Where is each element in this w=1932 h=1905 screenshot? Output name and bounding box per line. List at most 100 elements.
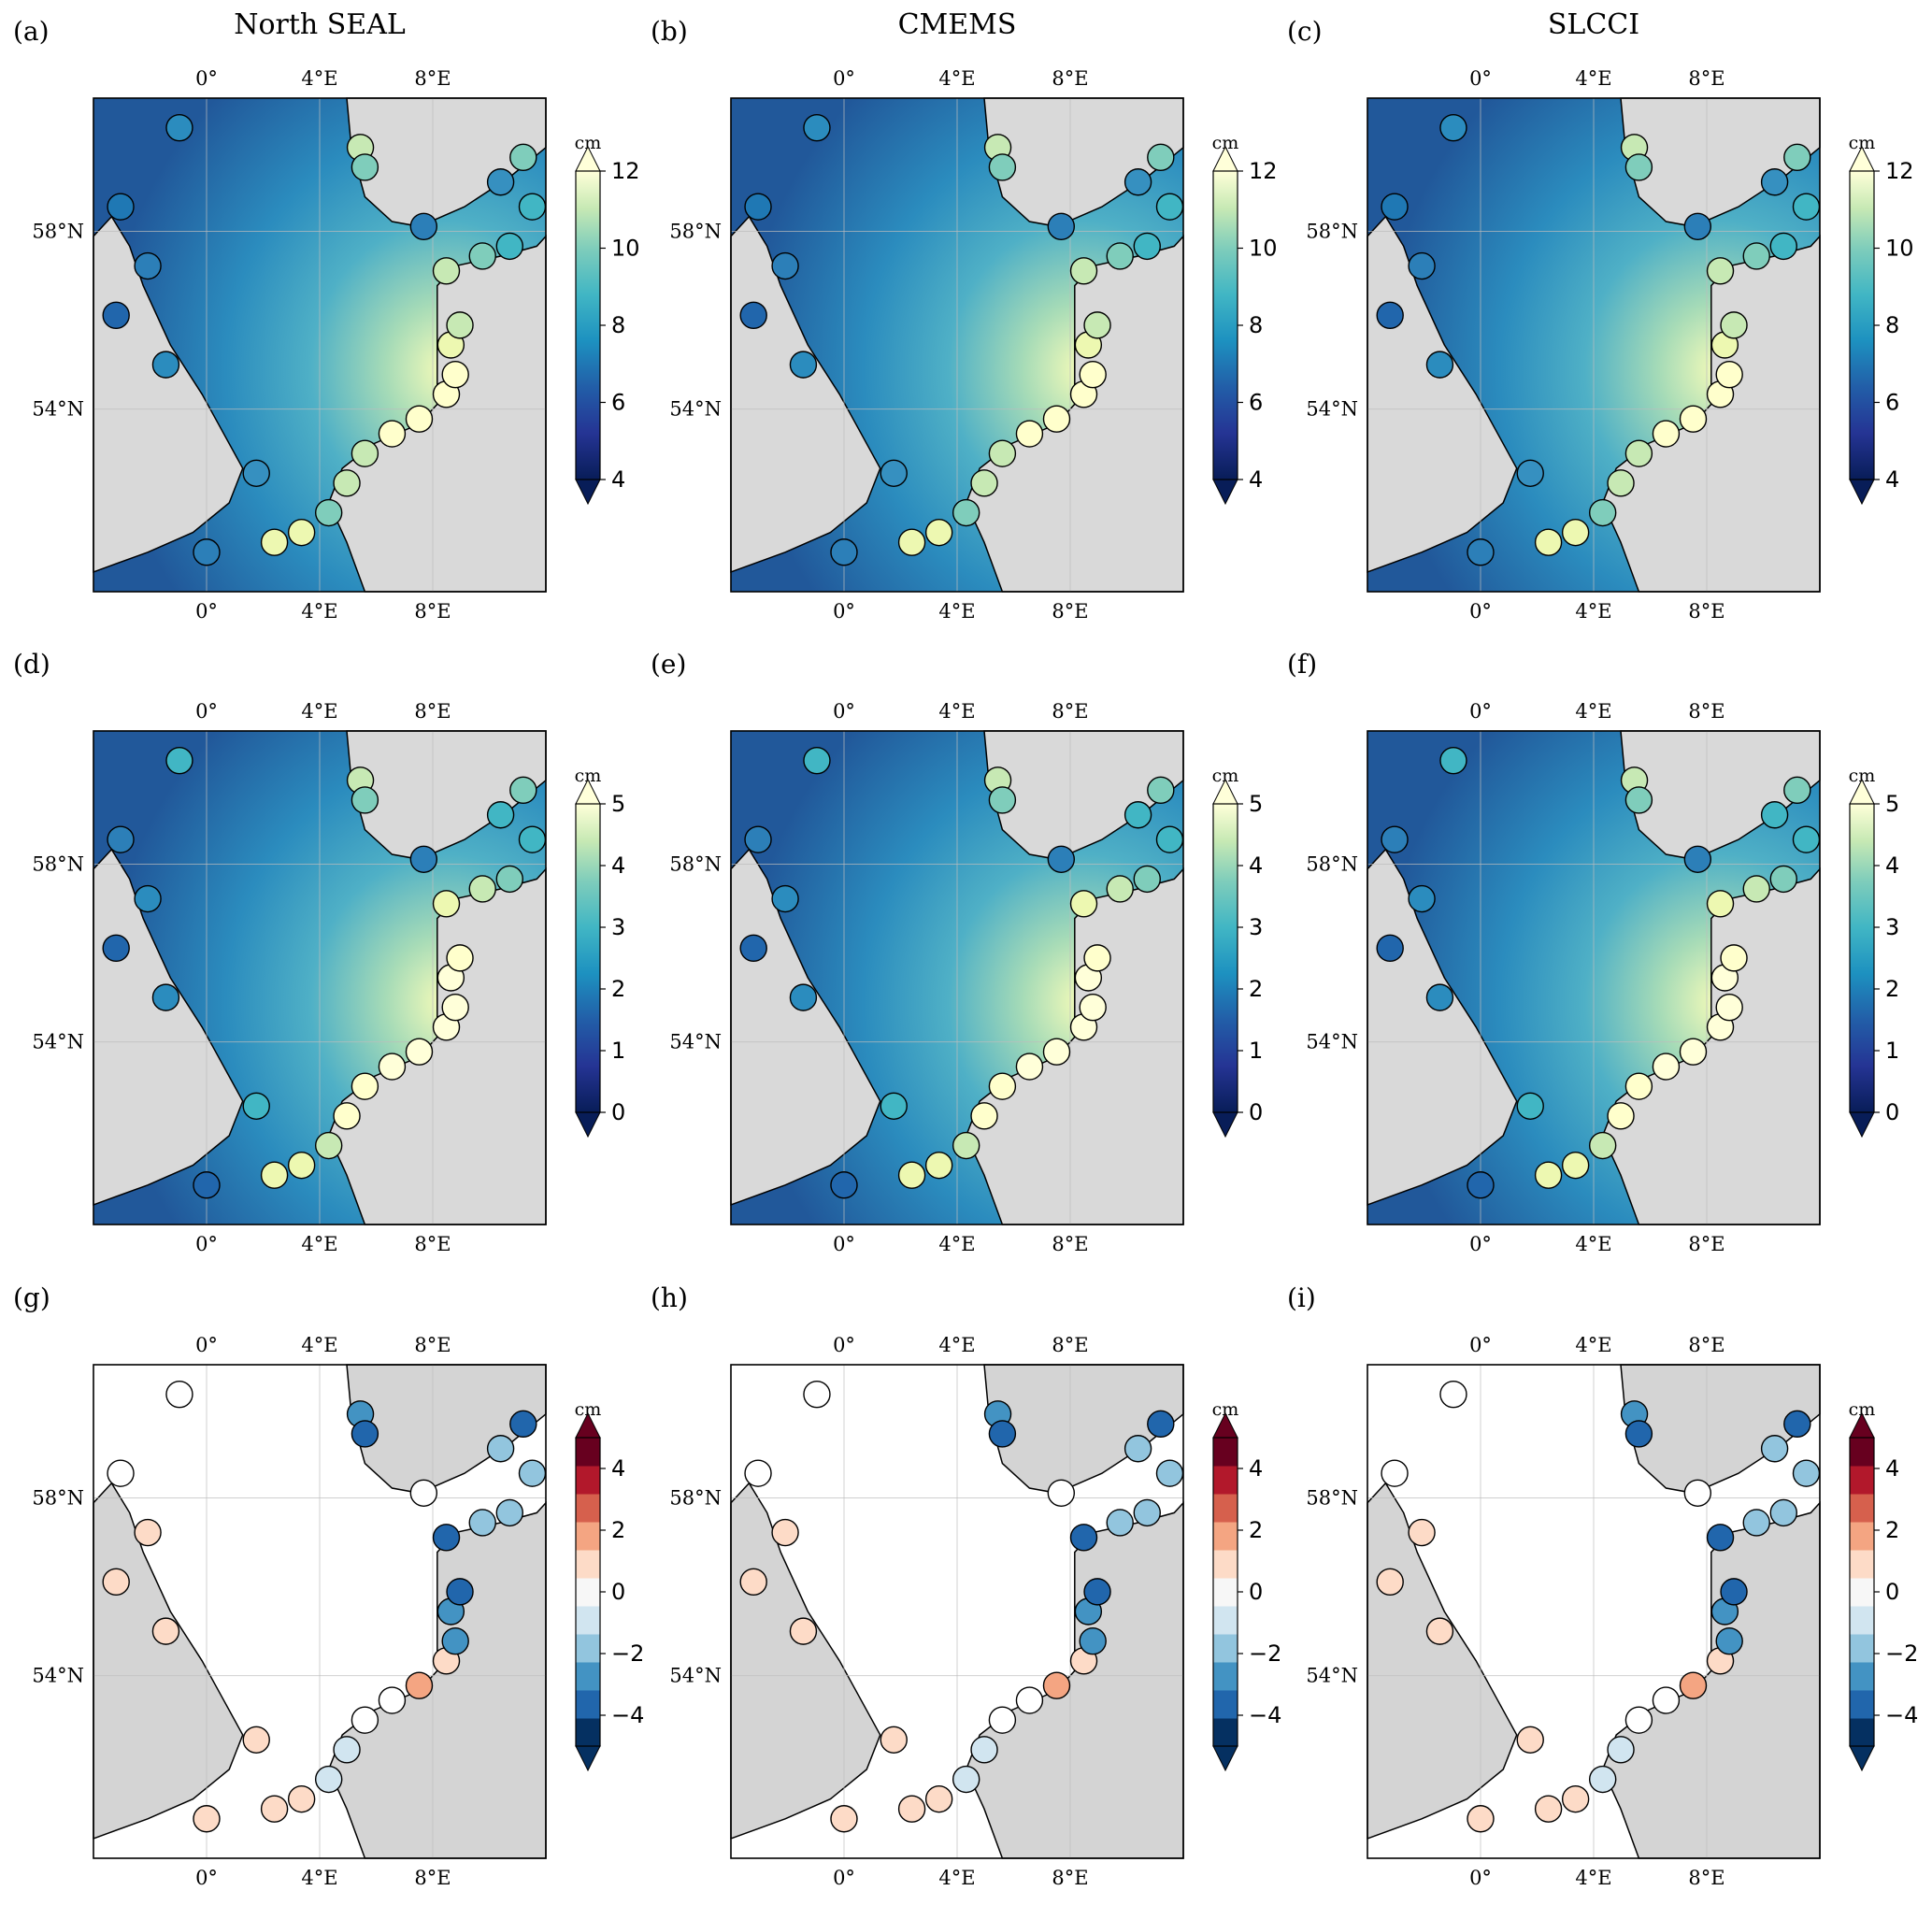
tide-gauge-station <box>1706 890 1735 918</box>
tide-gauge-station <box>441 993 469 1022</box>
colorbar-tick-label: 8 <box>1885 312 1899 338</box>
tide-gauge-station <box>1439 746 1467 775</box>
tide-gauge-station <box>803 1380 831 1409</box>
tide-gauge-station <box>1079 993 1107 1022</box>
lat-tick-label: 54°N <box>669 398 722 421</box>
colorbar-tick-label: −4 <box>1885 1702 1918 1728</box>
lat-tick-label: 58°N <box>1306 1487 1358 1510</box>
map-panel: (c) SLCCI 0° 0° 4°E 4°E 8°E 8°E 58°N 54°N cm 4 6 8 10 1… <box>1287 8 1914 623</box>
tide-gauge-station <box>151 983 180 1011</box>
map-panel: (h) 0° 0° 4°E 4°E 8°E 8°E 58°N 54°N cm −4 −2 0 2 4 <box>651 1282 1281 1889</box>
tide-gauge-station <box>260 528 289 556</box>
tide-gauge-station <box>351 1706 379 1734</box>
coastline <box>1367 848 1518 1206</box>
map-panel: (g) 0° 0° 4°E 4°E 8°E 8°E 58°N 54°N cm −4 −2 0 2 4 <box>13 1282 644 1889</box>
lon-tick-label: 4°E <box>1575 1334 1611 1356</box>
lon-tick-label: 4°E <box>1575 1867 1611 1889</box>
tide-gauge-station <box>1439 1380 1467 1409</box>
lon-tick-label: 4°E <box>301 600 337 623</box>
tide-gauge-station <box>1679 1038 1708 1066</box>
colorbar: cm 4 6 8 10 12 <box>575 133 640 506</box>
tide-gauge-station <box>1133 865 1161 894</box>
tide-gauge-station <box>134 1518 162 1547</box>
panel-label: (h) <box>651 1282 688 1313</box>
colorbar-extend-min <box>575 1111 601 1139</box>
land-polygon <box>1367 1482 1518 1840</box>
column-title: SLCCI <box>1548 8 1639 41</box>
colorbar-tick-label: 4 <box>611 466 625 493</box>
tide-gauge-station <box>1381 1459 1409 1487</box>
lon-tick-label: 4°E <box>938 1233 975 1255</box>
tide-gauge-station <box>1783 1410 1811 1439</box>
tide-gauge-station <box>102 1568 130 1597</box>
tide-gauge-station <box>1069 890 1098 918</box>
tide-gauge-station <box>151 1617 180 1645</box>
tide-gauge-station <box>988 1072 1017 1100</box>
tide-gauge-station <box>509 143 537 172</box>
tide-gauge-station <box>193 538 221 566</box>
tide-gauge-station <box>880 459 908 487</box>
tide-gauge-station <box>1147 776 1175 805</box>
colorbar-frame <box>1849 803 1875 1113</box>
colorbar-tick-label: 2 <box>1885 976 1899 1002</box>
panel-label: (a) <box>13 16 50 47</box>
tide-gauge-station <box>1760 801 1789 829</box>
tide-gauge-station <box>1720 1578 1748 1606</box>
colorbar-segment <box>576 1438 600 1467</box>
lat-tick-label: 54°N <box>1306 1665 1358 1687</box>
tide-gauge-station <box>518 825 547 853</box>
colorbar-tick-label: 0 <box>611 1579 625 1605</box>
tide-gauge-station <box>880 1092 908 1120</box>
tide-gauge-station <box>1679 405 1708 433</box>
tide-gauge-station <box>446 311 474 339</box>
colorbar-segment <box>576 1718 600 1747</box>
tide-gauge-station <box>1683 1479 1712 1507</box>
tide-gauge-station <box>1155 825 1184 853</box>
map-panel: (d) 0° 0° 4°E 4°E 8°E 8°E 58°N 54°N cm 0 1 2 3 4 5 <box>13 649 625 1255</box>
colorbar-tick-label: 5 <box>1885 791 1899 817</box>
lon-tick-label: 0° <box>195 700 218 723</box>
tide-gauge-station <box>495 232 523 261</box>
colorbar-segment <box>1850 1466 1874 1495</box>
tide-gauge-station <box>287 1784 316 1813</box>
tide-gauge-station <box>1147 143 1175 172</box>
colorbar-segment <box>1213 1662 1238 1691</box>
column-title: North SEAL <box>234 8 406 41</box>
colorbar-tick-label: 1 <box>1885 1038 1899 1064</box>
colorbar-extend-min <box>1849 479 1875 506</box>
tide-gauge-station <box>1155 193 1184 221</box>
lon-tick-label: 8°E <box>1688 67 1724 90</box>
coastline <box>93 215 244 573</box>
colorbar-tick-label: 12 <box>1249 158 1278 184</box>
lon-tick-label: 0° <box>1469 600 1492 623</box>
tide-gauge-station <box>1106 1509 1134 1537</box>
tide-gauge-station <box>1106 875 1134 903</box>
colorbar-tick-label: 1 <box>611 1038 625 1064</box>
lon-tick-label: 8°E <box>1052 1233 1088 1255</box>
lon-tick-label: 8°E <box>414 67 451 90</box>
colorbar-extend-min <box>1212 479 1238 506</box>
colorbar-tick-label: 8 <box>1249 312 1263 338</box>
colorbar-segment <box>576 1550 600 1579</box>
lon-tick-label: 8°E <box>1052 67 1088 90</box>
tide-gauge-station <box>897 528 926 556</box>
lon-tick-label: 8°E <box>414 700 451 723</box>
colorbar-tick-label: 4 <box>611 852 625 879</box>
colorbar-segment <box>1213 1494 1238 1523</box>
tide-gauge-station <box>1607 1736 1635 1764</box>
tide-gauge-station <box>1467 1171 1495 1199</box>
panel-label: (c) <box>1287 16 1323 47</box>
colorbar: cm 0 1 2 3 4 5 <box>1849 766 1899 1139</box>
tide-gauge-station <box>1047 1479 1076 1507</box>
lat-tick-label: 58°N <box>1306 853 1358 876</box>
colorbar-tick-label: 10 <box>1885 236 1914 262</box>
tide-gauge-station <box>897 1161 926 1189</box>
map-frame <box>1367 730 1821 1225</box>
colorbar-segment <box>576 1662 600 1691</box>
tide-gauge-station <box>107 1459 135 1487</box>
tide-gauge-station <box>314 498 343 527</box>
tide-gauge-station <box>1381 825 1409 853</box>
lat-tick-label: 54°N <box>1306 398 1358 421</box>
colorbar-gradient <box>1850 804 1874 1112</box>
colorbar-tick-label: 2 <box>611 976 625 1002</box>
